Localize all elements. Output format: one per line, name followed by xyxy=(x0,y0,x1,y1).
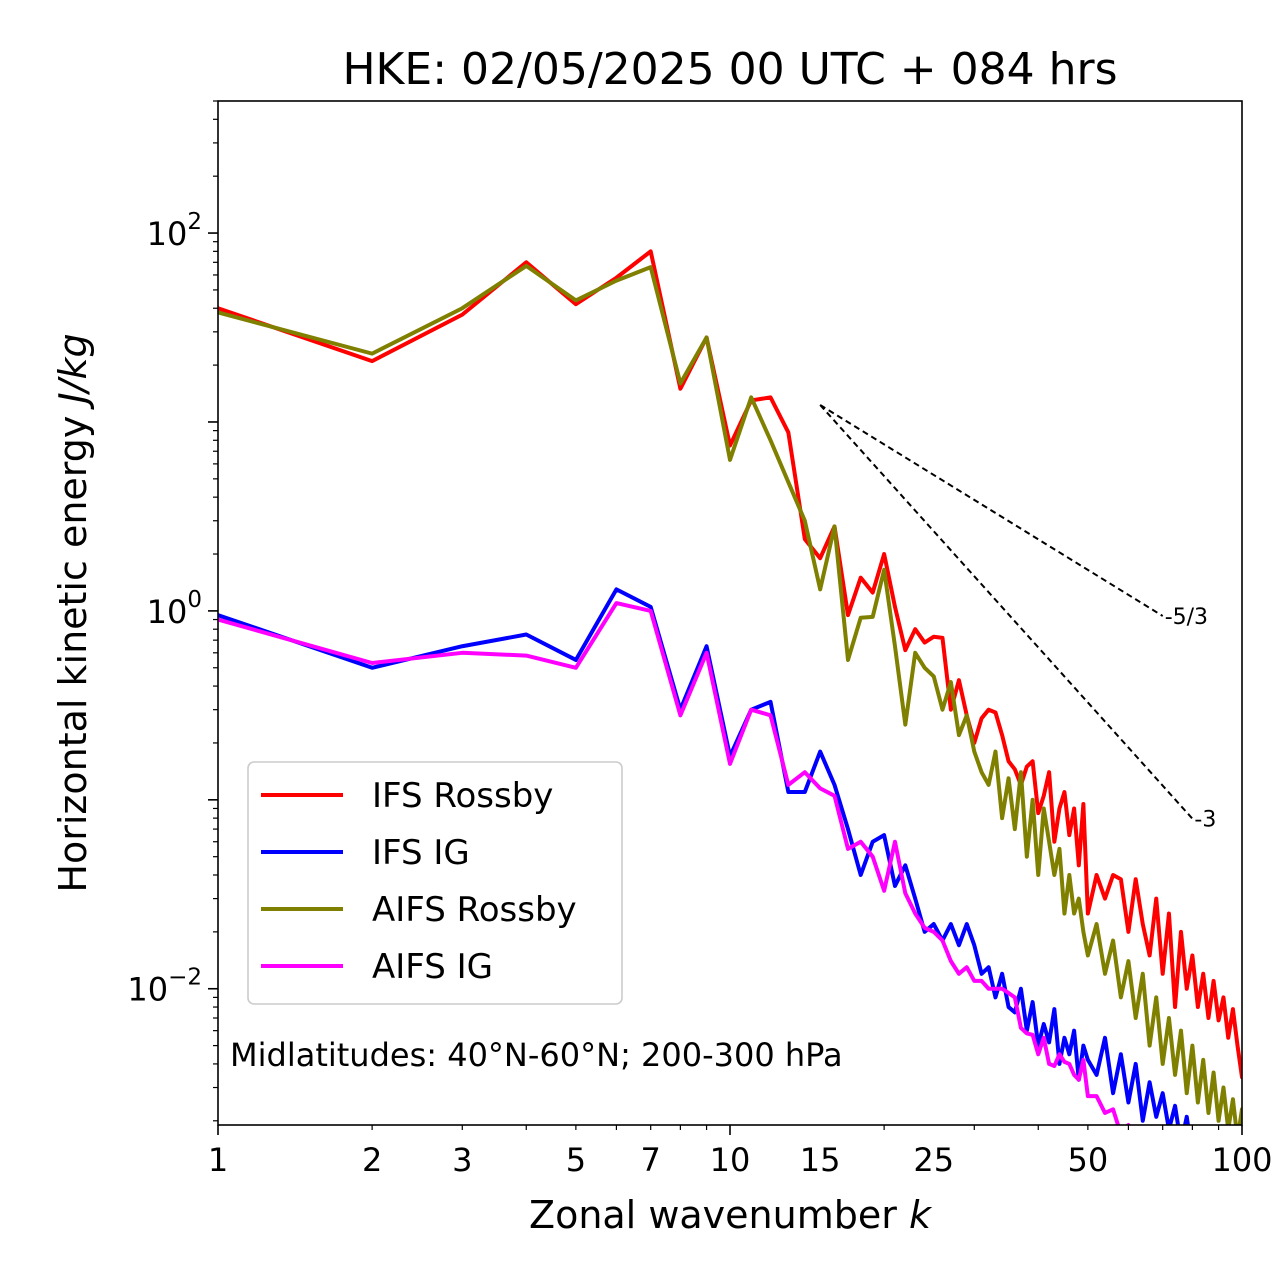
series-line-aifs-rossby xyxy=(218,263,1242,1125)
x-tick-label: 5 xyxy=(566,1141,586,1179)
legend: IFS Rossby IFS IG AIFS Rossby AIFS IG xyxy=(247,761,623,1005)
x-tick-label: 25 xyxy=(913,1141,954,1179)
x-axis-title-main: Zonal wavenumber xyxy=(529,1193,909,1237)
reference-label-slope-5-3: -5/3 xyxy=(1165,605,1208,630)
series-line-ifs-rossby xyxy=(218,249,1242,1080)
x-axis-title-italic: k xyxy=(909,1193,933,1237)
reference-label-slope-3: -3 xyxy=(1194,808,1216,833)
series-layer xyxy=(218,249,1242,1125)
x-tick-label: 1 xyxy=(208,1141,228,1179)
y-axis-title-main: Horizontal kinetic energy xyxy=(51,404,95,893)
y-tick-label: 10−2 xyxy=(127,965,202,1009)
x-tick-label: 50 xyxy=(1068,1141,1109,1179)
y-tick-label: 102 xyxy=(147,209,202,253)
reference-slope-labels: -5/3 -3 xyxy=(1165,605,1217,833)
y-axis-title-italic: J/kg xyxy=(51,333,95,410)
reference-line-slope-3 xyxy=(819,404,1194,820)
y-axis-title: Horizontal kinetic energy J/kg xyxy=(51,333,95,892)
chart-title: HKE: 02/05/2025 00 UTC + 084 hrs xyxy=(342,44,1117,95)
x-tick-label: 2 xyxy=(362,1141,382,1179)
x-axis-title: Zonal wavenumber k xyxy=(529,1193,933,1237)
x-tick-label: 15 xyxy=(800,1141,841,1179)
series-line-ifs-ig xyxy=(218,587,1190,1125)
legend-label-aifs-rossby: AIFS Rossby xyxy=(372,890,577,930)
y-axis-ticks: 102 100 10−2 xyxy=(127,100,218,1122)
region-annotation: Midlatitudes: 40°N-60°N; 200-300 hPa xyxy=(230,1036,843,1074)
y-tick-label: 100 xyxy=(147,587,202,631)
legend-label-aifs-ig: AIFS IG xyxy=(372,947,493,987)
x-axis-ticks: 1 2 3 5 7 10 15 25 50 100 xyxy=(208,1125,1273,1179)
reference-slope-lines xyxy=(819,404,1194,820)
legend-box xyxy=(247,761,623,1005)
x-tick-label: 100 xyxy=(1211,1141,1272,1179)
x-tick-label: 7 xyxy=(641,1141,661,1179)
x-tick-label: 3 xyxy=(452,1141,472,1179)
x-tick-label: 10 xyxy=(710,1141,751,1179)
legend-label-ifs-ig: IFS IG xyxy=(372,833,470,873)
legend-label-ifs-rossby: IFS Rossby xyxy=(372,776,553,816)
series-line-aifs-ig xyxy=(218,601,1131,1125)
reference-line-slope-5-3 xyxy=(819,404,1164,617)
